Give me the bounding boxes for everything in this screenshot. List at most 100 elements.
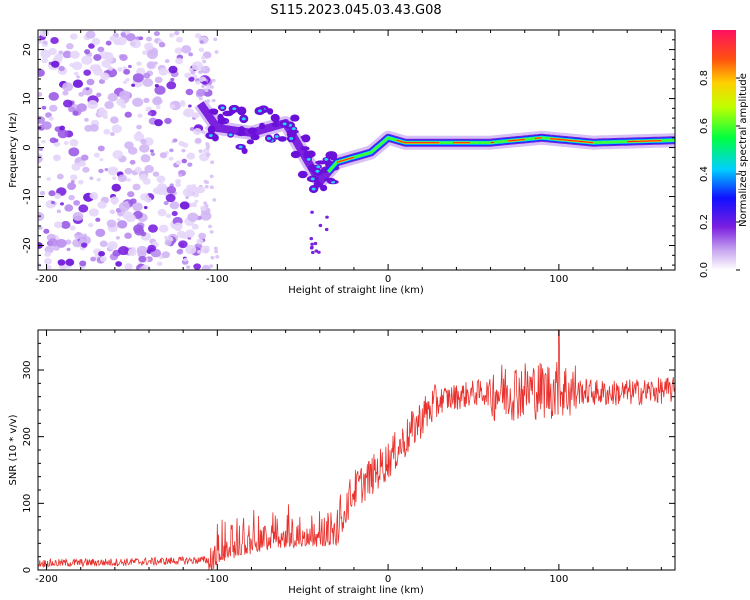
spectrogram-noise-mark [191,202,198,208]
spectrogram-ridge-blob [250,133,260,141]
spectrogram-noise-mark [203,179,208,184]
snr-y-tick-label: 300 [22,360,33,379]
spectrogram-noise-mark [152,171,160,177]
spectrogram-noise-mark [44,258,52,265]
spectrogram-noise-mark [56,209,62,214]
spectrogram-band-peak [627,140,662,143]
spectrogram-ridge-blob-core [311,187,316,191]
spectrogram-band-peak [534,137,542,139]
spectrogram-noise-mark [48,190,56,197]
spectrogram-noise-mark [68,194,75,201]
spectrogram-tail-mark [318,223,323,228]
spectrogram-ridge-blob [303,150,310,159]
spectrogram-noise-mark [89,64,99,72]
spectrogram-noise-mark [96,92,102,98]
spectrogram-noise-mark [191,61,204,71]
spectrogram-noise-mark [170,104,176,109]
spectrogram-ridge-blob [222,110,234,117]
spectrogram-noise-mark [102,114,108,119]
spectrogram-noise-mark [145,106,152,112]
spectrogram-noise-mark [206,84,211,89]
spectrogram-noise-mark [165,193,176,203]
spectrogram-noise-mark [57,129,69,139]
spectrogram-ridge-blob-core [306,157,311,161]
spectrogram-noise-mark [168,33,175,38]
spectrogram-noise-mark [43,228,50,234]
spectrogram-noise-mark [190,70,196,75]
colorbar-tick-label: 0.8 [699,70,710,86]
spectrogram-noise-mark [62,82,74,92]
spectrogram-noise-mark [132,183,141,191]
spectrogram-noise-mark [47,238,58,247]
figure-title: S115.2023.045.03.43.G08 [270,3,441,18]
spectrogram-noise-mark [91,37,101,46]
spectrogram-noise-mark [183,110,190,117]
spectrogram-noise-mark [183,257,188,262]
spectrogram-noise-mark [89,192,99,200]
spectrogram-noise-mark [100,72,110,81]
spectrogram-noise-mark [132,97,144,107]
snr-y-tick-label: 0 [22,567,33,573]
spectrogram-noise-mark [202,59,207,64]
spectrogram-noise-mark [119,54,128,62]
spectrogram-tail-mark [309,236,314,241]
spectrogram-noise-mark [122,66,127,70]
spectrogram-noise-mark [188,76,195,82]
spectrogram-noise-mark [73,200,81,206]
spectrogram-noise-mark [201,84,206,89]
spectrogram-noise-mark [59,125,66,131]
spectrogram-noise-mark [139,143,150,153]
spectrogram-noise-mark [136,81,142,86]
spectrogram-noise-mark [134,227,145,236]
spectrogram-noise-mark [45,112,52,118]
spectrogram-tail-mark [309,246,314,250]
spectrogram-ridge-blob-core [238,145,243,149]
spectrogram-noise-mark [154,85,166,95]
spectrogram-noise-mark [132,73,144,83]
spectrogram-noise-mark [214,249,219,254]
spectrogram-ridge-blob-core [257,109,262,113]
spectrogram-noise-mark [78,91,85,97]
spectrogram-ridge-blob [207,125,216,134]
spectrogram-ridge-blob [270,113,280,122]
spectrogram-noise-mark [104,168,109,172]
spectrogram-noise-mark [76,103,87,112]
spectrogram-noise-mark [116,217,121,222]
spectrogram-noise-mark [187,162,193,167]
spectrogram-noise-mark [195,137,202,144]
spectrogram-ridge-blob-core [266,136,271,140]
spectrogram-noise-mark [99,107,105,112]
spectrogram-noise-mark [156,261,163,267]
spectrogram-y-label: Frequency (Hz) [8,112,19,188]
spectrogram-noise-mark [99,157,104,162]
spectrogram-ridge-blob [271,122,280,128]
spectrogram-noise-mark [80,154,89,161]
spectrogram-tail-mark [310,242,314,246]
spectrogram-noise-mark [186,265,191,269]
spectrogram-noise-mark [38,92,43,97]
spectrogram-tail-mark [325,215,329,219]
spectrogram-tail-mark [310,210,314,214]
spectrogram-noise-mark [84,49,91,55]
snr-y-tick-label: 200 [22,427,33,446]
spectrogram-noise-mark [97,46,105,53]
spectrogram-noise-mark [198,232,207,240]
spectrogram-noise-mark [110,132,115,137]
spectrogram-noise-mark [107,241,118,250]
spectrogram-noise-mark [95,217,101,222]
snr-x-tick-label: 100 [549,574,568,585]
spectrogram-y-tick-label: -20 [22,237,33,253]
spectrogram-noise-mark [198,149,203,153]
spectrogram-noise-mark [86,78,95,86]
spectrogram-noise-mark [87,100,99,110]
spectrogram-x-tick-label: -100 [206,274,229,285]
spectrogram-noise-mark [209,85,214,89]
spectrogram-noise-mark [181,158,188,164]
spectrogram-noise-mark [156,105,161,109]
spectrogram-noise-mark [107,66,114,71]
spectrogram-noise-mark [141,50,148,55]
spectrogram-noise-mark [97,145,105,152]
spectrogram-y-tick-label: -10 [22,188,33,204]
spectrogram-noise-mark [181,232,189,239]
spectrogram-noise-mark [212,198,217,202]
